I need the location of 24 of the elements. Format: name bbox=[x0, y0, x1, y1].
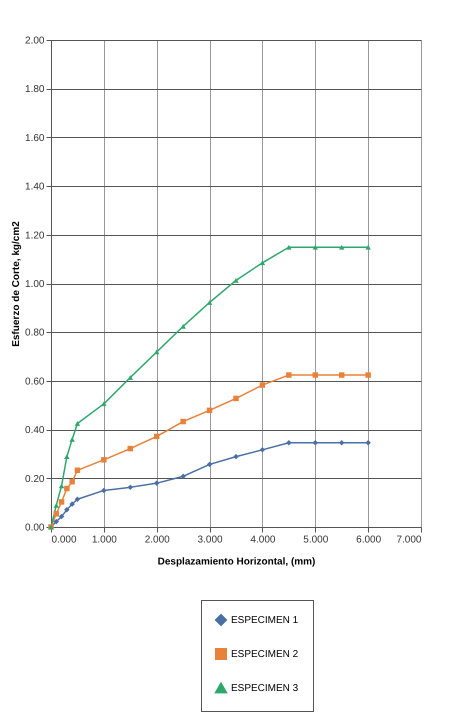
x-tick-label: 7.000 bbox=[396, 534, 422, 546]
y-tick-label: 0.80 bbox=[25, 328, 45, 339]
x-tick-label: 4.000 bbox=[250, 534, 276, 546]
y-tick-label: 2.00 bbox=[25, 36, 45, 46]
x-axis-title: Desplazamiento Horizontal, (mm) bbox=[158, 556, 316, 568]
x-tick-label: 2.000 bbox=[144, 534, 170, 546]
x-tick-label: 1.000 bbox=[92, 534, 118, 546]
y-tick-label: 0.60 bbox=[25, 376, 45, 388]
y-tick-label: 0.20 bbox=[25, 474, 45, 485]
legend-label: ESPECIMEN 2 bbox=[231, 649, 299, 660]
legend-label: ESPECIMEN 1 bbox=[231, 615, 299, 626]
y-tick-label: 0.00 bbox=[25, 522, 45, 534]
legend-label: ESPECIMEN 3 bbox=[231, 683, 299, 694]
y-tick-label: 1.20 bbox=[25, 230, 45, 242]
y-tick-label: 1.80 bbox=[25, 84, 45, 96]
y-tick-label: 1.40 bbox=[25, 182, 45, 193]
x-tick-label: 6.000 bbox=[356, 534, 382, 546]
y-tick-label: 1.60 bbox=[25, 132, 45, 144]
y-tick-label: 1.00 bbox=[25, 279, 45, 290]
y-axis-title: Esfuerzo de Corte, kg/cm2 bbox=[11, 220, 22, 347]
x-tick-label: 3.000 bbox=[198, 534, 224, 546]
y-tick-label: 0.40 bbox=[25, 425, 45, 436]
x-tick-label: 5.000 bbox=[303, 534, 329, 546]
x-tick-label: 0.000 bbox=[52, 534, 77, 546]
